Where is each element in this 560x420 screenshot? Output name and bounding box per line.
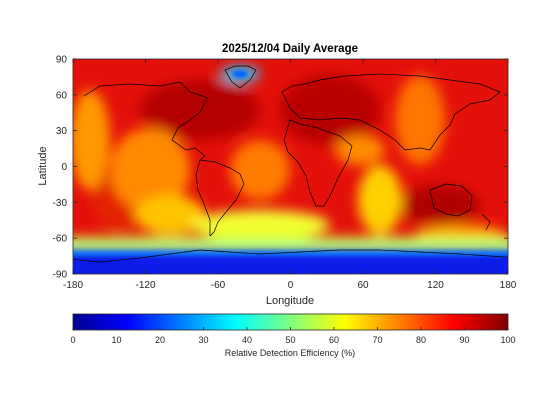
chart-title: 2025/12/04 Daily Average <box>222 43 358 55</box>
colorbar-tick-label: 60 <box>329 335 339 345</box>
coastline-antarctica <box>73 249 508 263</box>
y-tick-label: 60 <box>56 90 68 101</box>
x-tick-label: 120 <box>427 280 444 291</box>
heatmap-blob <box>230 140 290 200</box>
colorbar-tick-label: 10 <box>111 335 121 345</box>
colorbar-tick-label: 40 <box>242 335 252 345</box>
colorbar-tick-label: 30 <box>198 335 208 345</box>
heatmap-blob <box>280 75 380 145</box>
antarctica-low <box>73 253 508 274</box>
heatmap-blob <box>190 210 330 240</box>
y-tick-label: -90 <box>53 270 68 281</box>
x-tick-label: 180 <box>500 280 517 291</box>
y-tick-label: 0 <box>61 162 67 173</box>
coastline-greenland <box>224 65 257 89</box>
colorbar-tick-label: 90 <box>459 335 469 345</box>
heatmap-blob <box>135 195 205 235</box>
x-tick-label: -180 <box>63 280 83 291</box>
heatmap-blob <box>73 237 508 249</box>
heatmap-field <box>73 66 508 253</box>
x-axis: -180 -120 -60 0 60 120 180 <box>63 59 517 291</box>
colorbar-tick-label: 20 <box>155 335 165 345</box>
y-axis: 90 60 30 0 -30 -60 -90 <box>53 55 508 281</box>
x-axis-label: Longitude <box>266 295 314 307</box>
coastlines <box>73 65 508 263</box>
coastline-new-zealand <box>481 213 491 231</box>
y-tick-label: -30 <box>53 198 68 209</box>
colorbar-tick-label: 80 <box>416 335 426 345</box>
y-tick-label: -60 <box>53 234 68 245</box>
heatmap-plot-area <box>73 59 508 274</box>
coastline-south-america-west <box>195 159 211 236</box>
coastline-eurasia <box>281 73 501 151</box>
x-tick-label: -60 <box>211 280 226 291</box>
heatmap-blob <box>110 128 190 212</box>
colorbar-ticks: 0 10 20 30 40 50 60 70 80 90 100 <box>70 327 516 345</box>
colorbar-tick-label: 100 <box>500 335 515 345</box>
colorbar-tick-label: 70 <box>372 335 382 345</box>
heatmap-blob <box>335 135 385 165</box>
heatmap-blob <box>140 80 260 140</box>
y-axis-label: Latitude <box>37 146 49 185</box>
colorbar-tick-label: 0 <box>70 335 75 345</box>
heatmap-blob <box>358 165 402 235</box>
heatmap-blob <box>232 70 248 78</box>
y-tick-label: 90 <box>56 55 68 66</box>
x-tick-label: -120 <box>135 280 155 291</box>
heatmap-blob <box>400 185 480 225</box>
coastline-australia <box>429 183 473 217</box>
y-tick-label: 30 <box>56 126 68 137</box>
coastline-africa <box>283 119 353 207</box>
colorbar-tick-label: 50 <box>285 335 295 345</box>
heatmap-blob <box>73 90 110 190</box>
coastline-north-america <box>83 81 209 161</box>
colorbar-label: Relative Detection Efficiency (%) <box>225 348 355 358</box>
heatmap-blob <box>395 75 445 165</box>
coastline-south-america <box>199 159 245 237</box>
x-tick-label: 0 <box>288 280 294 291</box>
x-tick-label: 60 <box>357 280 369 291</box>
